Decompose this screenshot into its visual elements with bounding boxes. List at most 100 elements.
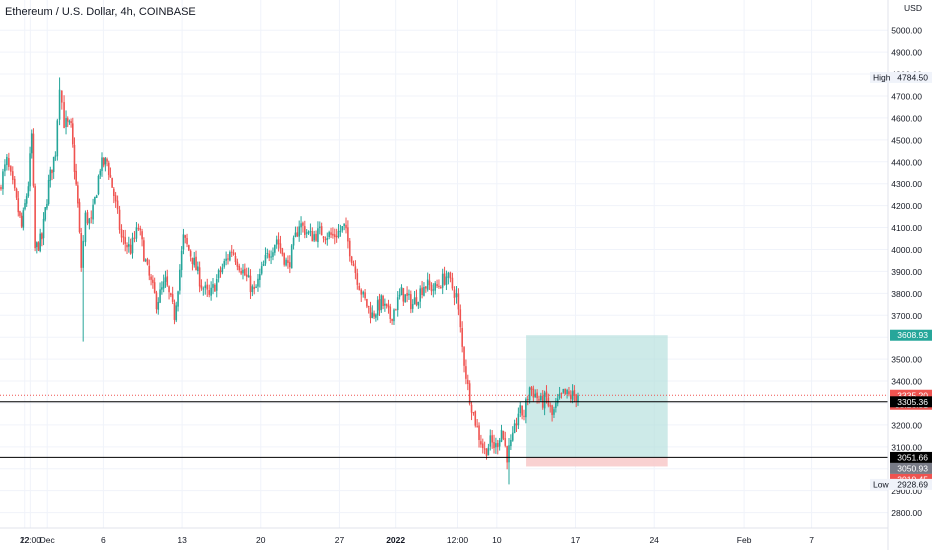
candle-body — [94, 196, 96, 204]
price-tick-label: 3400.00 — [891, 377, 922, 387]
price-tick-label: 3700.00 — [891, 311, 922, 321]
candle-body — [242, 269, 244, 274]
candle-body — [513, 423, 516, 433]
candle-body — [197, 266, 199, 272]
candle-body — [382, 295, 384, 306]
target-price-label: 3608.93 — [890, 329, 932, 341]
candle-body — [502, 430, 505, 439]
candle-body — [300, 223, 302, 228]
candle-body — [51, 169, 53, 174]
candle-body — [396, 297, 399, 311]
candle-body — [387, 305, 390, 308]
candle-body — [210, 287, 212, 296]
candle-body — [402, 288, 405, 302]
candle-body — [39, 233, 41, 252]
candle-body — [44, 207, 47, 220]
candle-body — [186, 237, 188, 245]
candle-body — [107, 162, 110, 176]
candle-body — [298, 226, 300, 237]
candle-body — [571, 391, 574, 400]
candle-body — [80, 233, 83, 268]
candle-body — [459, 309, 462, 328]
candle-body — [434, 283, 436, 291]
candle-body — [8, 158, 10, 167]
time-tick-label: 12:00 — [20, 535, 42, 545]
candle-body — [73, 144, 76, 172]
candle-body — [206, 284, 209, 290]
candle-body — [260, 266, 263, 274]
candle-body — [54, 155, 57, 157]
candle-body — [560, 392, 563, 394]
candle-body — [511, 432, 514, 441]
candle-body — [356, 273, 359, 285]
candle-body — [423, 287, 425, 296]
candle-body — [335, 235, 338, 238]
candle-body — [42, 218, 45, 239]
candle-body — [311, 231, 314, 242]
candle-body — [426, 279, 429, 290]
candle-body — [227, 258, 229, 260]
candle-body — [236, 261, 239, 267]
candle-body — [229, 252, 231, 261]
price-tick-label: 3500.00 — [891, 355, 922, 365]
candle-body — [25, 196, 28, 204]
candle-body — [285, 259, 287, 266]
candle-body — [257, 278, 259, 287]
low-label-bg — [870, 478, 932, 490]
price-tick-label: 4100.00 — [891, 223, 922, 233]
line-price-label: 3305.36 — [890, 396, 932, 408]
candle-body — [198, 267, 201, 287]
target-price-label-text: 3608.93 — [897, 330, 928, 340]
candle-body — [95, 195, 98, 198]
candle-body — [510, 439, 512, 447]
candle-body — [188, 245, 190, 251]
candle-body — [212, 284, 214, 288]
candle-body — [253, 287, 256, 290]
candle-body — [302, 222, 304, 226]
candle-body — [101, 157, 103, 171]
candle-body — [526, 399, 529, 401]
high-label-bg — [870, 71, 932, 83]
candle-body — [24, 203, 26, 210]
candle-body — [58, 89, 61, 120]
time-tick-label: 10 — [492, 535, 502, 545]
candle-body — [463, 347, 465, 366]
candle-body — [549, 405, 552, 407]
line-price-label-bg — [890, 396, 932, 408]
candle-body — [500, 429, 503, 442]
candle-body — [245, 274, 248, 277]
candle-body — [455, 293, 458, 298]
price-tick-label: 4700.00 — [891, 91, 922, 101]
price-tick-label: 3900.00 — [891, 267, 922, 277]
candle-body — [489, 435, 492, 447]
candle-body — [2, 171, 4, 190]
candle-body — [506, 446, 508, 463]
candle-body — [305, 232, 308, 234]
candle-body — [543, 392, 546, 409]
candle-body — [294, 232, 297, 238]
time-tick-label: 7 — [809, 535, 814, 545]
candle-body — [466, 379, 469, 384]
candle-body — [553, 409, 555, 415]
candle-body — [148, 265, 151, 276]
candle-body — [428, 280, 431, 286]
candle-body — [275, 239, 278, 245]
candle-body — [266, 253, 269, 255]
candle-body — [82, 240, 84, 268]
candle-body — [11, 171, 14, 180]
candle-body — [566, 390, 568, 394]
time-tick-label: Feb — [737, 535, 752, 545]
candle-body — [287, 260, 289, 264]
candle-body — [425, 286, 427, 289]
price-tick-label: 4400.00 — [891, 157, 922, 167]
stop-zone — [526, 457, 668, 467]
candle-body — [366, 298, 368, 307]
candle-body — [283, 253, 285, 265]
time-tick-label: 13 — [177, 535, 187, 545]
candle-body — [476, 426, 478, 428]
candle-body — [558, 393, 561, 398]
candle-body — [68, 121, 71, 123]
